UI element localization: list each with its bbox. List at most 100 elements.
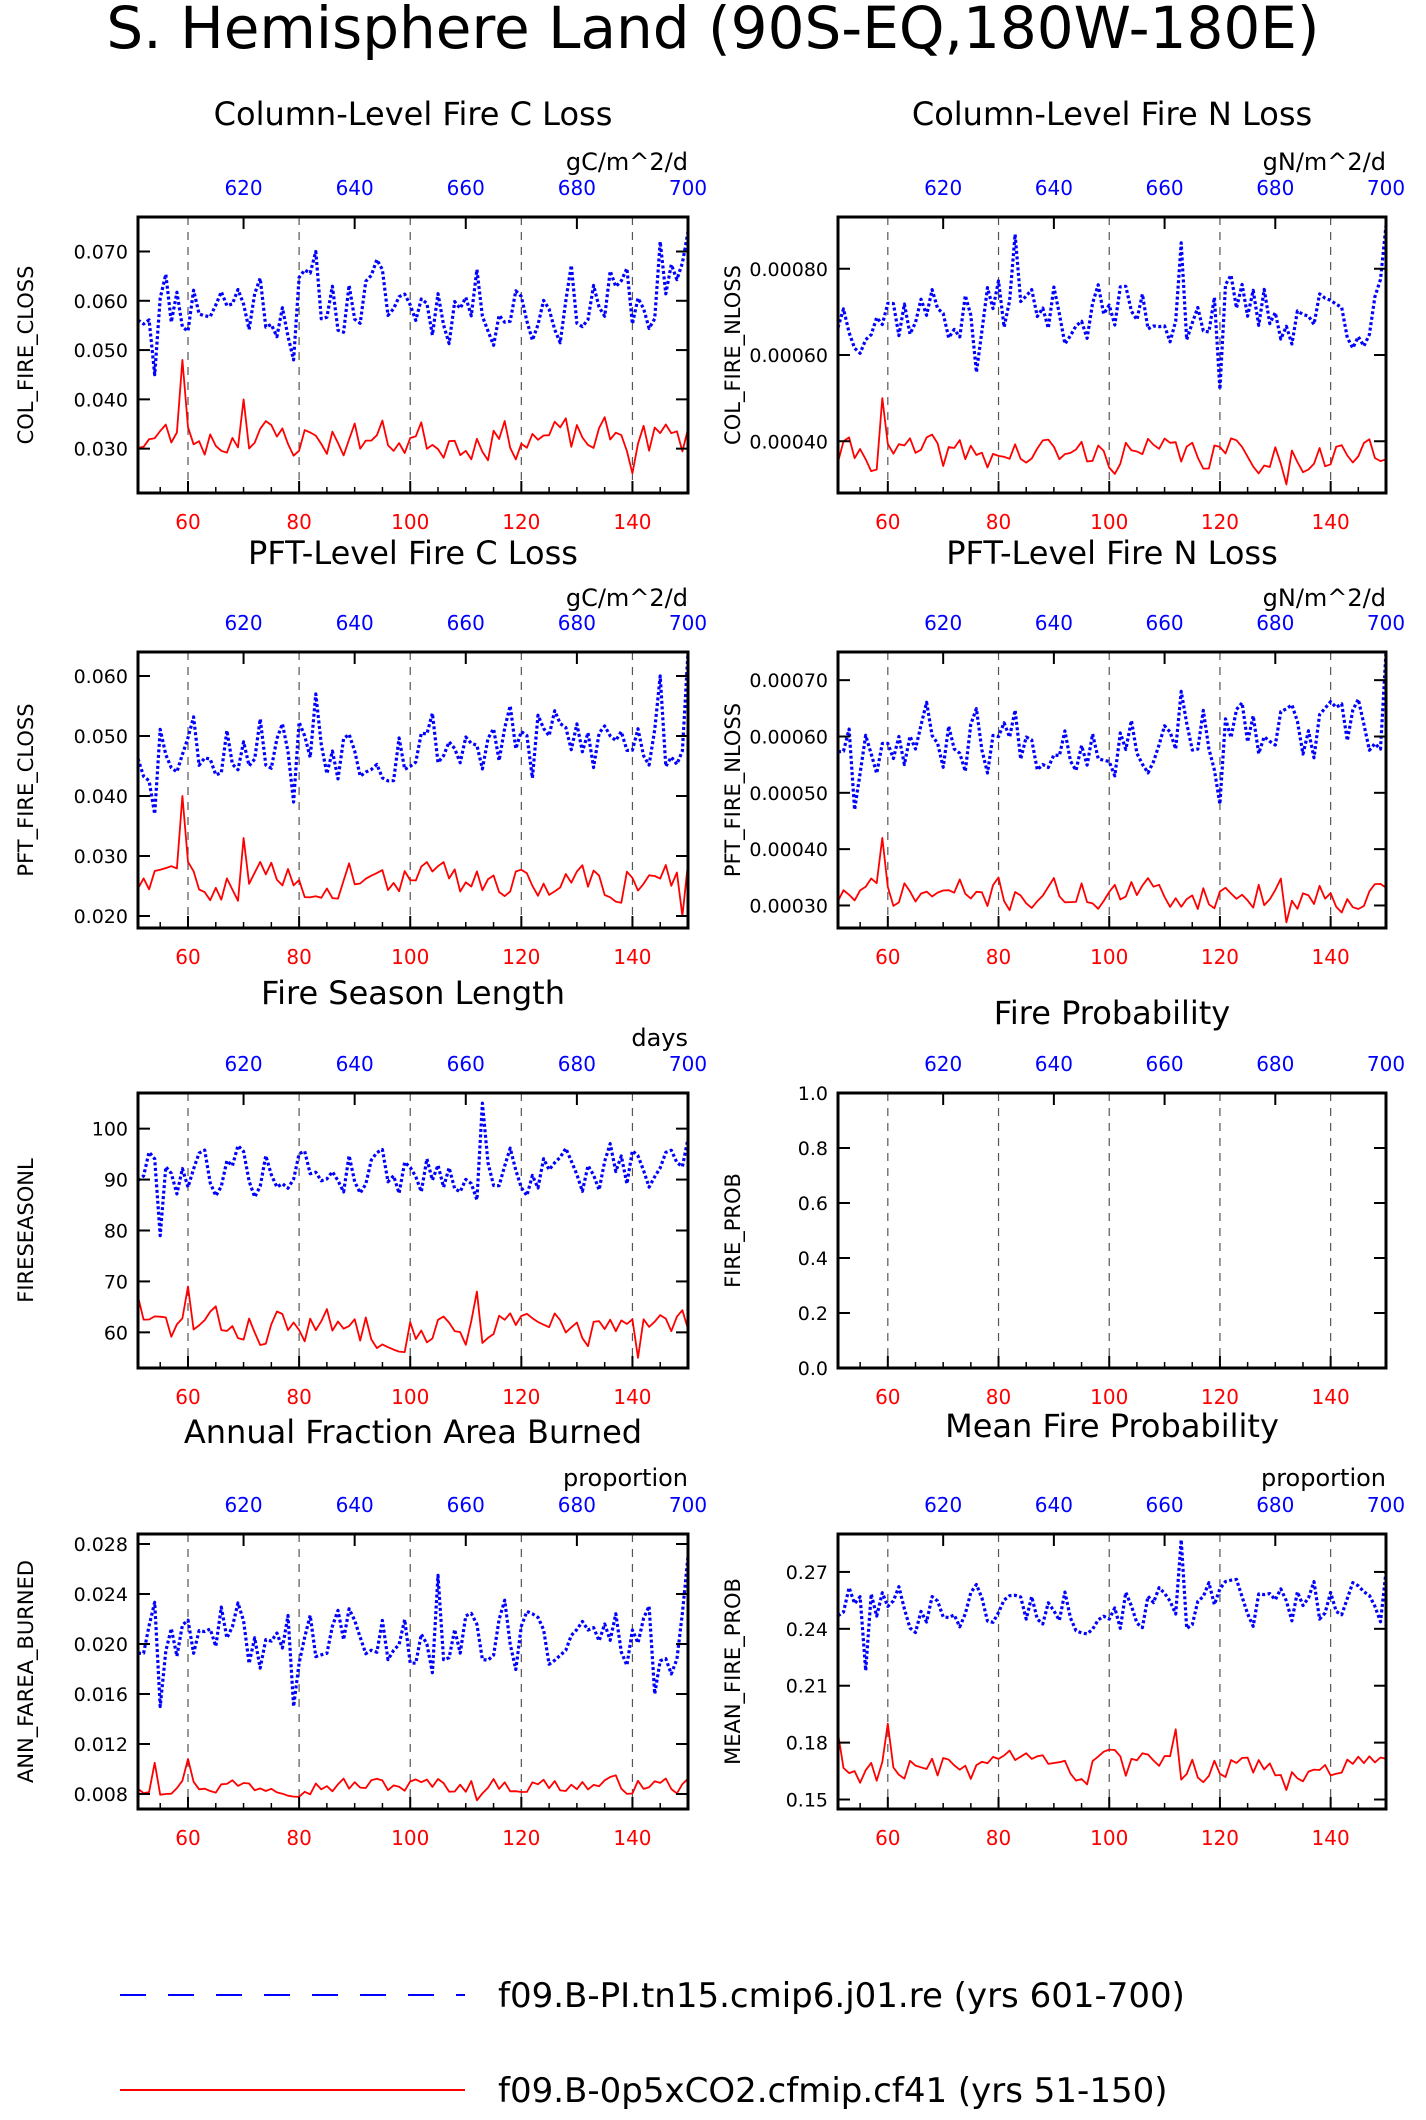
x-tick-label-bottom: 120	[502, 1385, 540, 1409]
y-tick-label: 70	[104, 1271, 128, 1293]
page-title: S. Hemisphere Land (90S-EQ,180W-180E)	[106, 0, 1319, 62]
x-tick-label-top: 680	[1256, 611, 1294, 635]
y-axis-label: MEAN_FIRE_PROB	[721, 1578, 746, 1765]
x-tick-label-bottom: 140	[1312, 1385, 1350, 1409]
y-tick-label: 0.0	[798, 1358, 828, 1380]
series-line-experiment	[137, 795, 689, 917]
x-tick-label-top: 660	[447, 1493, 485, 1517]
units-label: proportion	[1261, 1464, 1386, 1492]
y-tick-label: 90	[104, 1170, 128, 1192]
x-tick-label-bottom: 80	[286, 510, 311, 534]
chart-panel: Fire Season Length days 60 80 100 120 140 620 64…	[14, 974, 707, 1409]
y-tick-label: 0.020	[74, 906, 128, 928]
chart-title: Column-Level Fire N Loss	[912, 95, 1312, 133]
x-tick-label-top: 620	[924, 1052, 962, 1076]
y-tick-label: 0.060	[74, 291, 128, 313]
x-tick-label-top: 680	[558, 611, 596, 635]
chart-panel: Column-Level Fire C Loss gC/m^2/d 60 80 100 1…	[14, 95, 707, 534]
plot-frame	[836, 215, 1388, 495]
x-tick-label-bottom: 80	[286, 1385, 311, 1409]
y-tick-label: 0.8	[798, 1138, 828, 1160]
x-tick-label-top: 660	[1145, 176, 1183, 200]
y-axis-label: COL_FIRE_CLOSS	[14, 266, 39, 445]
x-tick-label-bottom: 120	[502, 945, 540, 969]
x-tick-label-top: 620	[924, 176, 962, 200]
x-tick-label-bottom: 60	[175, 1385, 200, 1409]
x-tick-label-top: 660	[1145, 611, 1183, 635]
series-line-experiment	[137, 1285, 689, 1359]
x-tick-label-top: 680	[1256, 1052, 1294, 1076]
legend-label-1: f09.B-0p5xCO2.cfmip.cf41 (yrs 51-150)	[498, 2071, 1167, 2111]
x-tick-label-bottom: 80	[986, 945, 1011, 969]
y-tick-label: 0.030	[74, 439, 128, 461]
x-tick-label-bottom: 60	[175, 945, 200, 969]
chart-title: PFT-Level Fire N Loss	[946, 534, 1278, 572]
chart-title: Fire Season Length	[261, 974, 565, 1012]
units-label: gC/m^2/d	[566, 148, 688, 176]
chart-panel: Column-Level Fire N Loss gN/m^2/d 60 80 100 1…	[721, 95, 1405, 534]
series-line-control	[837, 1538, 1388, 1673]
x-tick-label-top: 620	[224, 611, 262, 635]
x-tick-label-bottom: 60	[175, 1826, 200, 1850]
y-tick-label: 0.21	[786, 1676, 828, 1698]
y-tick-label: 0.00070	[749, 670, 828, 692]
series-line-experiment	[837, 1722, 1387, 1791]
chart-title: Fire Probability	[994, 994, 1230, 1032]
y-tick-label: 0.00050	[749, 783, 828, 805]
y-tick-label: 0.00060	[749, 345, 828, 367]
plot-frame	[136, 650, 690, 930]
x-tick-label-bottom: 100	[1090, 945, 1128, 969]
plot-frame	[836, 1532, 1388, 1811]
x-tick-label-bottom: 120	[1201, 1826, 1239, 1850]
y-tick-label: 0.028	[74, 1534, 128, 1556]
x-tick-label-top: 660	[447, 176, 485, 200]
x-tick-label-top: 640	[1035, 1052, 1073, 1076]
units-label: gN/m^2/d	[1263, 584, 1386, 612]
chart-title: Column-Level Fire C Loss	[214, 95, 613, 133]
x-tick-label-bottom: 140	[1312, 1826, 1350, 1850]
y-tick-label: 100	[92, 1119, 128, 1141]
x-tick-label-top: 700	[669, 611, 707, 635]
chart-panel: PFT-Level Fire N Loss gN/m^2/d 60 80 100 120 1…	[721, 534, 1405, 969]
x-tick-label-top: 640	[336, 611, 374, 635]
x-tick-label-bottom: 80	[286, 945, 311, 969]
chart-title: PFT-Level Fire C Loss	[248, 534, 578, 572]
y-tick-label: 1.0	[798, 1083, 828, 1105]
x-tick-label-top: 660	[1145, 1052, 1183, 1076]
x-tick-label-bottom: 60	[875, 945, 900, 969]
y-tick-label: 0.24	[786, 1619, 828, 1641]
x-tick-label-top: 640	[1035, 176, 1073, 200]
x-tick-label-bottom: 80	[986, 510, 1011, 534]
x-tick-label-bottom: 100	[391, 1385, 429, 1409]
x-tick-label-bottom: 140	[613, 1385, 651, 1409]
series-line-control	[836, 225, 1388, 392]
x-tick-label-top: 660	[1145, 1493, 1183, 1517]
x-tick-label-top: 620	[224, 176, 262, 200]
series-line-experiment	[137, 358, 689, 475]
x-tick-label-top: 640	[1035, 1493, 1073, 1517]
y-tick-label: 0.00060	[749, 726, 828, 748]
series-line-control	[137, 1556, 690, 1709]
units-label: proportion	[563, 1464, 688, 1492]
x-tick-label-bottom: 60	[875, 1385, 900, 1409]
y-tick-label: 60	[104, 1322, 128, 1344]
units-label: gC/m^2/d	[566, 584, 688, 612]
x-tick-label-bottom: 100	[1090, 1385, 1128, 1409]
series-line-experiment	[837, 837, 1387, 924]
series-line-control	[136, 1101, 690, 1238]
units-label: gN/m^2/d	[1263, 148, 1386, 176]
y-tick-label: 0.15	[786, 1790, 828, 1812]
y-axis-label: PFT_FIRE_NLOSS	[721, 703, 746, 877]
chart-title: Annual Fraction Area Burned	[184, 1413, 642, 1451]
y-tick-label: 0.040	[74, 786, 128, 808]
y-axis-label: ANN_FAREA_BURNED	[14, 1560, 39, 1783]
plot-frame	[136, 215, 690, 495]
x-tick-label-top: 700	[1367, 1493, 1405, 1517]
plot-frame	[136, 1532, 690, 1811]
x-tick-label-top: 680	[558, 1493, 596, 1517]
y-tick-label: 0.024	[74, 1584, 128, 1606]
series-line-control	[137, 231, 690, 377]
x-tick-label-bottom: 80	[286, 1826, 311, 1850]
x-tick-label-bottom: 100	[391, 510, 429, 534]
